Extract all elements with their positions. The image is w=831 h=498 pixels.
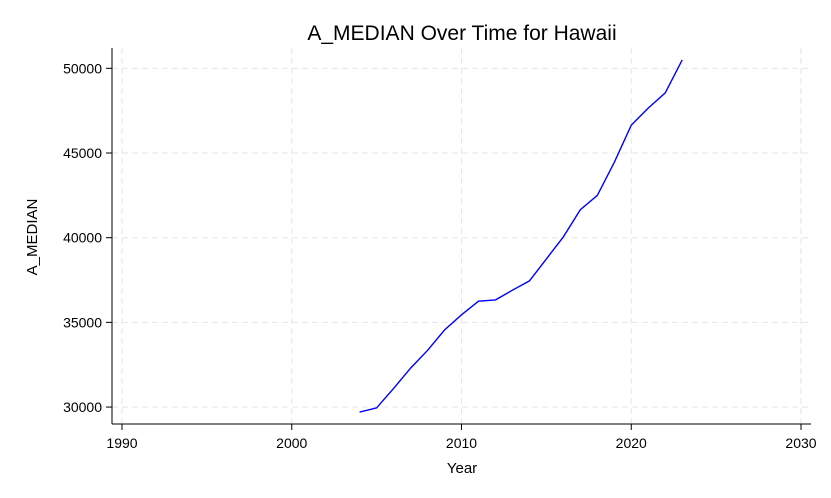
y-tick-label: 45000: [63, 145, 102, 161]
x-tick-label: 2020: [616, 435, 647, 451]
x-tick-label: 2030: [785, 435, 816, 451]
chart-title: A_MEDIAN Over Time for Hawaii: [307, 22, 616, 45]
series-line: [359, 59, 683, 413]
axes: 1990 2000 2010 2020 2030 30000 35000 40000 45000…: [63, 48, 817, 451]
y-axis-label: A_MEDIAN: [24, 199, 41, 276]
series-layer: [359, 59, 683, 413]
x-axis-label: Year: [447, 460, 477, 477]
y-tick-label: 35000: [63, 314, 102, 330]
x-tick-label: 2010: [446, 435, 477, 451]
y-tick-label: 40000: [63, 230, 102, 246]
x-tick-label: 1990: [106, 435, 137, 451]
x-tick-label: 2000: [276, 435, 307, 451]
gridlines: [112, 48, 811, 424]
y-tick-label: 50000: [63, 60, 102, 76]
y-tick-label: 30000: [63, 399, 102, 415]
